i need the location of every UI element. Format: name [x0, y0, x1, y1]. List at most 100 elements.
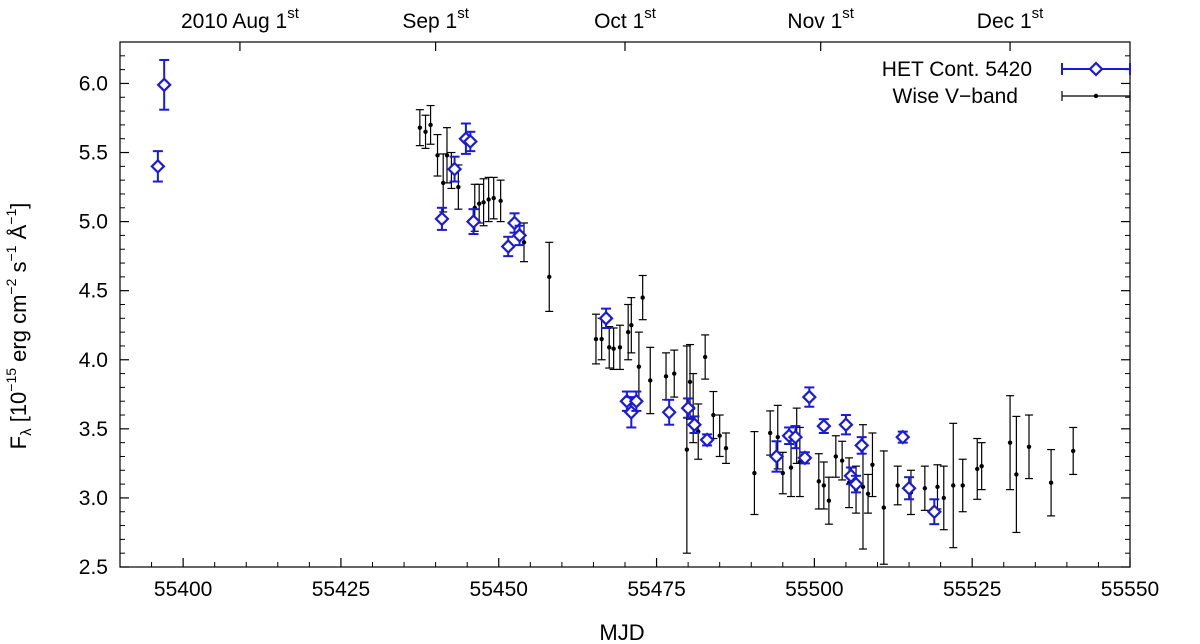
het-marker	[434, 211, 450, 227]
y-tick-label: 5.0	[79, 211, 108, 234]
y-tick-label: 3.5	[79, 418, 108, 441]
top-date-label: Dec 1st	[977, 5, 1044, 33]
wise-marker	[481, 200, 486, 205]
wise-marker	[498, 198, 503, 204]
het-marker	[462, 133, 478, 150]
het-marker	[156, 77, 172, 93]
x-tick-label: 55400	[154, 578, 212, 601]
wise-marker	[960, 483, 965, 488]
wise-marker	[839, 458, 845, 463]
wise-point	[864, 473, 873, 514]
het-point	[500, 235, 516, 258]
het-point	[686, 415, 702, 434]
wise-marker	[780, 470, 786, 476]
wise-point	[973, 437, 982, 500]
wise-point	[949, 422, 958, 549]
wise-marker	[684, 447, 690, 452]
wise-marker	[423, 129, 428, 135]
wise-point	[958, 458, 967, 513]
x-tick-label: 55500	[785, 578, 843, 601]
het-marker	[598, 310, 614, 326]
wise-marker	[593, 336, 599, 342]
y-tick-label: 5.5	[79, 142, 108, 165]
wise-marker	[1070, 448, 1076, 454]
wise-point	[627, 296, 636, 354]
wise-point	[421, 114, 430, 149]
wise-point	[475, 183, 484, 224]
y-label-close: ]	[6, 203, 31, 209]
het-point	[854, 436, 870, 455]
wise-point	[1025, 414, 1033, 480]
het-point	[661, 398, 677, 426]
wise-marker	[717, 433, 722, 438]
y-tick-label: 4.5	[79, 280, 108, 303]
wise-point	[824, 476, 833, 525]
het-marker	[500, 238, 516, 255]
legend-wise-marker	[1093, 93, 1099, 99]
x-tick-label: 55450	[470, 578, 528, 601]
het-point	[816, 418, 832, 434]
wise-marker	[752, 470, 757, 476]
wise-marker	[663, 374, 669, 379]
wise-marker	[607, 345, 612, 350]
het-point	[848, 474, 864, 494]
y-tick-label: 3.0	[79, 487, 108, 510]
het-point	[150, 150, 166, 183]
y-tick-label: 2.5	[79, 556, 108, 579]
wise-point	[520, 222, 528, 263]
wise-marker	[672, 371, 677, 376]
y-label-exp3: −1	[3, 245, 19, 261]
het-marker	[787, 429, 803, 445]
het-point	[926, 498, 942, 526]
wise-marker	[711, 412, 716, 418]
y-label-ang: Å	[6, 224, 31, 245]
wise-marker	[723, 445, 729, 451]
het-marker	[699, 432, 715, 448]
het-point	[787, 425, 803, 450]
y-axis: 2.5 3.0 3.5 4.0 4.5 5.0 5.5 6.0	[79, 41, 1130, 579]
wise-point	[709, 390, 718, 440]
top-date-axis: 2010 Aug 1st Sep 1st Oct 1st Nov 1st Dec 1st	[181, 5, 1044, 51]
het-point	[838, 414, 854, 436]
legend-het-marker	[1088, 61, 1104, 77]
wise-marker	[935, 484, 940, 490]
het-point	[801, 386, 817, 408]
het-marker	[447, 161, 463, 177]
wise-point	[1006, 395, 1015, 491]
wise-point	[814, 453, 823, 510]
wise-point	[489, 176, 498, 220]
wise-marker	[636, 364, 642, 369]
wise-point	[662, 352, 671, 401]
wise-point	[670, 349, 679, 398]
wise-point	[1012, 415, 1021, 534]
wise-point	[778, 451, 787, 495]
wise-marker	[476, 201, 482, 206]
legend-samples	[1061, 61, 1131, 101]
wise-marker	[788, 465, 794, 470]
wise-marker	[640, 295, 645, 300]
wise-marker	[1048, 480, 1054, 485]
top-date-label: Nov 1st	[787, 5, 854, 33]
wise-point	[766, 410, 775, 456]
wise-point	[415, 109, 424, 147]
y-tick-label: 6.0	[79, 72, 108, 95]
top-date-label: Oct 1st	[594, 5, 657, 33]
wise-marker	[702, 354, 708, 360]
het-marker	[926, 504, 942, 520]
wise-marker	[629, 323, 634, 328]
wise-point	[484, 176, 493, 223]
het-marker	[801, 389, 817, 405]
wise-point	[597, 317, 606, 361]
wise-marker	[979, 463, 984, 469]
wise-marker	[941, 495, 946, 501]
het-point	[598, 307, 614, 329]
wise-point	[939, 465, 948, 531]
het-point	[156, 58, 172, 111]
top-date-label: 2010 Aug 1st	[181, 5, 300, 33]
wise-point	[615, 324, 624, 371]
wise-marker	[881, 505, 887, 510]
y-tick-label: 4.0	[79, 349, 108, 372]
wise-marker	[547, 274, 552, 280]
wise-marker	[821, 483, 827, 488]
